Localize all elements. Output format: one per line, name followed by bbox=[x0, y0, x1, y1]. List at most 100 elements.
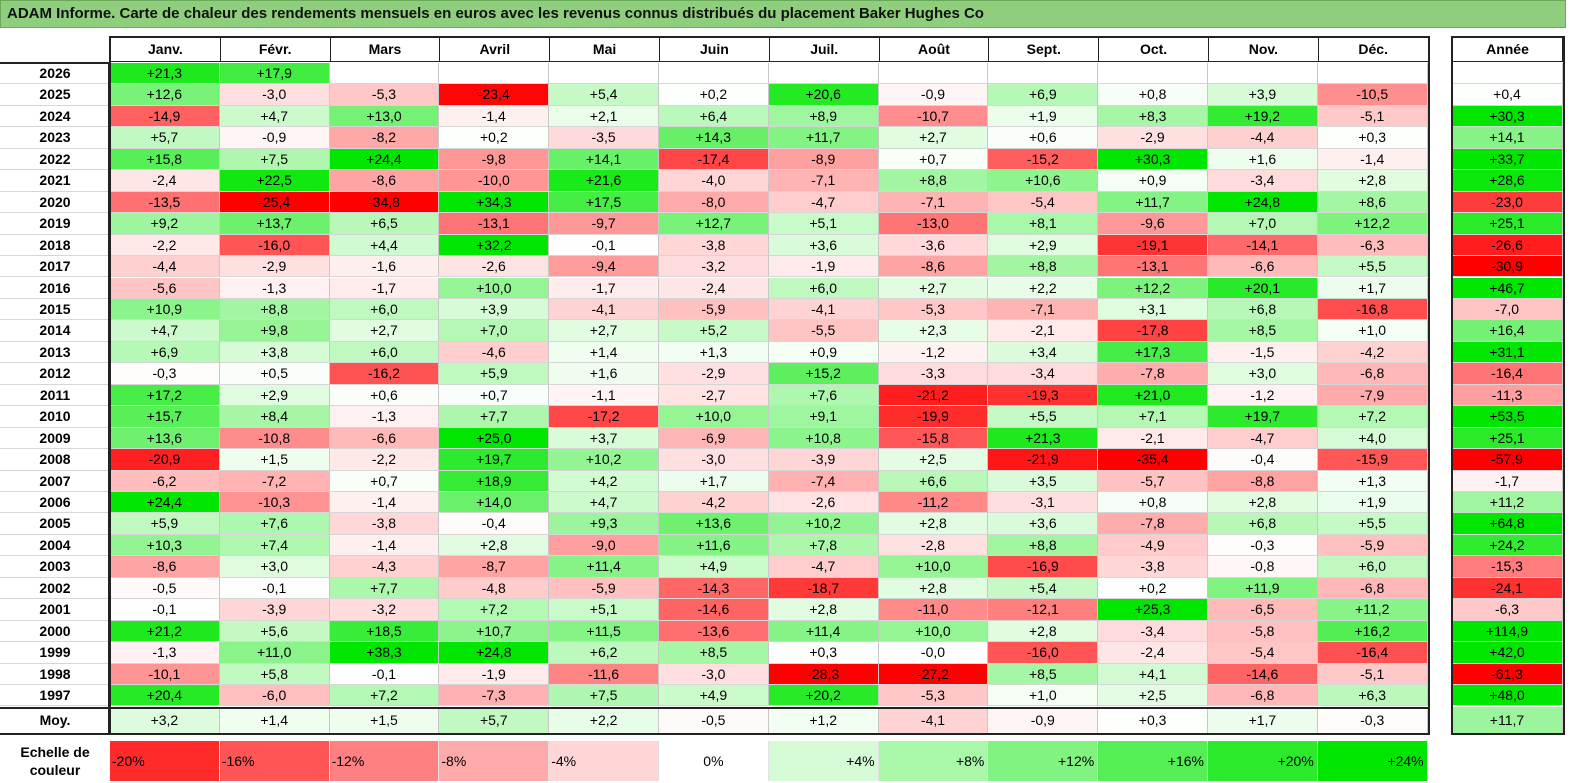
heatmap-cell: +0,2 bbox=[439, 127, 550, 149]
heatmap-cell: -7,4 bbox=[768, 470, 879, 492]
column-header: Oct. bbox=[1098, 37, 1209, 62]
heatmap-cell: +7,7 bbox=[329, 577, 440, 600]
heatmap-cell: -1,2 bbox=[878, 341, 989, 364]
row-year-label: 2024 bbox=[0, 105, 110, 128]
heatmap-cell: +2,5 bbox=[878, 449, 989, 471]
heatmap-cell: +24,4 bbox=[329, 148, 440, 171]
column-header: Mars bbox=[329, 37, 441, 62]
heatmap-cell: -0,5 bbox=[110, 577, 220, 600]
heatmap-cell: -16,8 bbox=[1317, 298, 1428, 321]
heatmap-cell: -9,4 bbox=[549, 256, 659, 278]
annual-cell: -16,4 bbox=[1452, 363, 1563, 385]
heatmap-cell: +7,4 bbox=[219, 534, 330, 557]
color-scale-step: -16% bbox=[219, 741, 330, 781]
heatmap-cell: -4,0 bbox=[659, 170, 769, 192]
annual-cell: +28,6 bbox=[1452, 170, 1563, 192]
heatmap-cell: +2,3 bbox=[878, 320, 989, 342]
row-year-label: 2017 bbox=[0, 256, 110, 278]
heatmap-cell: +4,1 bbox=[1098, 663, 1208, 686]
average-row-label: Moy. bbox=[0, 706, 110, 734]
heatmap-cell: -3,6 bbox=[878, 234, 989, 257]
average-cell: +1,5 bbox=[329, 706, 440, 734]
annual-cell: -11,3 bbox=[1452, 384, 1563, 407]
heatmap-cell: -7,1 bbox=[878, 191, 989, 214]
heatmap-cell: -4,9 bbox=[1098, 534, 1208, 557]
heatmap-cell: +5,5 bbox=[988, 406, 1099, 428]
row-year-label: 2022 bbox=[0, 148, 110, 171]
heatmap-cell bbox=[439, 63, 550, 85]
heatmap-cell: -5,9 bbox=[549, 577, 659, 600]
heatmap-cell: -5,9 bbox=[659, 298, 769, 321]
row-year-label: 2015 bbox=[0, 298, 110, 321]
row-year-label: 2019 bbox=[0, 213, 110, 235]
heatmap-cell: -17,8 bbox=[1098, 320, 1208, 342]
heatmap-cell: -10,3 bbox=[219, 492, 330, 514]
heatmap-cell: -3,8 bbox=[1098, 556, 1208, 578]
heatmap-cell: +0,7 bbox=[439, 384, 550, 407]
heatmap-cell: +0,7 bbox=[329, 470, 440, 492]
heatmap-cell: -1,1 bbox=[549, 384, 659, 407]
heatmap-cell: -2,9 bbox=[1098, 127, 1208, 149]
heatmap-cell: +6,5 bbox=[329, 213, 440, 235]
heatmap-cell: +6,0 bbox=[329, 341, 440, 364]
heatmap-cell: +7,5 bbox=[219, 148, 330, 171]
heatmap-cell: -28,3 bbox=[768, 663, 879, 686]
heatmap-cell: +17,2 bbox=[110, 384, 220, 407]
heatmap-cell: +1,6 bbox=[1208, 148, 1318, 171]
heatmap-cell: +0,7 bbox=[878, 148, 989, 171]
heatmap-cell: -15,9 bbox=[1317, 449, 1428, 471]
annual-cell: +33,7 bbox=[1452, 148, 1563, 171]
heatmap-cell: -4,7 bbox=[1208, 427, 1318, 450]
heatmap-cell: +10,8 bbox=[768, 427, 879, 450]
heatmap-cell: -2,2 bbox=[110, 234, 220, 257]
average-cell: +0,3 bbox=[1098, 706, 1208, 734]
column-header: Juin bbox=[659, 37, 770, 62]
heatmap-cell: +11,9 bbox=[1208, 577, 1318, 600]
heatmap-cell: +7,0 bbox=[439, 320, 550, 342]
heatmap-cell: -1,4 bbox=[329, 492, 440, 514]
color-scale-label: Echelle de couleur bbox=[20, 744, 90, 778]
row-year-label: 2005 bbox=[0, 513, 110, 535]
heatmap-cell: -3,8 bbox=[329, 513, 440, 535]
row-year-label: 2014 bbox=[0, 320, 110, 342]
heatmap-cell: -2,4 bbox=[1098, 642, 1208, 664]
heatmap-cell: -3,2 bbox=[329, 599, 440, 621]
heatmap-cell: -5,7 bbox=[1098, 470, 1208, 492]
column-header: Mai bbox=[549, 37, 660, 62]
heatmap-cell: -6,8 bbox=[1208, 685, 1318, 707]
heatmap-cell: -25,4 bbox=[219, 191, 330, 214]
heatmap-cell: +8,8 bbox=[988, 534, 1099, 557]
heatmap-cell: +18,5 bbox=[329, 620, 440, 643]
color-scale-step: +20% bbox=[1208, 741, 1318, 781]
heatmap-cell: +5,7 bbox=[110, 127, 220, 149]
row-year-label: 2010 bbox=[0, 406, 110, 428]
heatmap-cell: -0,1 bbox=[219, 577, 330, 600]
heatmap-cell: -23,4 bbox=[439, 84, 550, 106]
heatmap-cell: -16,2 bbox=[329, 363, 440, 385]
heatmap-cell: -8,6 bbox=[110, 556, 220, 578]
heatmap-cell: +4,9 bbox=[659, 685, 769, 707]
column-header: Août bbox=[878, 37, 990, 62]
heatmap-cell: -4,7 bbox=[768, 191, 879, 214]
heatmap-cell: +21,3 bbox=[988, 427, 1099, 450]
heatmap-cell: -3,5 bbox=[549, 127, 659, 149]
heatmap-cell: +2,8 bbox=[1208, 492, 1318, 514]
heatmap-cell: +1,3 bbox=[659, 341, 769, 364]
heatmap-cell: -1,9 bbox=[439, 663, 550, 686]
heatmap-cell: +12,6 bbox=[110, 84, 220, 106]
heatmap-cell: -7,9 bbox=[1317, 384, 1428, 407]
heatmap-cell: +2,8 bbox=[988, 620, 1099, 643]
row-year-label: 2009 bbox=[0, 427, 110, 450]
heatmap-cell: +4,0 bbox=[1317, 427, 1428, 450]
heatmap-cell: +2,7 bbox=[549, 320, 659, 342]
heatmap-cell: +8,4 bbox=[219, 406, 330, 428]
heatmap-cell: +15,8 bbox=[110, 148, 220, 171]
heatmap-cell: +2,5 bbox=[1098, 685, 1208, 707]
heatmap-cell: +19,7 bbox=[439, 449, 550, 471]
annual-cell: -30,9 bbox=[1452, 256, 1563, 278]
heatmap-cell: -14,1 bbox=[1208, 234, 1318, 257]
heatmap-cell: -0,8 bbox=[1208, 556, 1318, 578]
heatmap-cell: +2,8 bbox=[1317, 170, 1428, 192]
heatmap-cell: +9,2 bbox=[110, 213, 220, 235]
heatmap-cell: +24,8 bbox=[1208, 191, 1318, 214]
